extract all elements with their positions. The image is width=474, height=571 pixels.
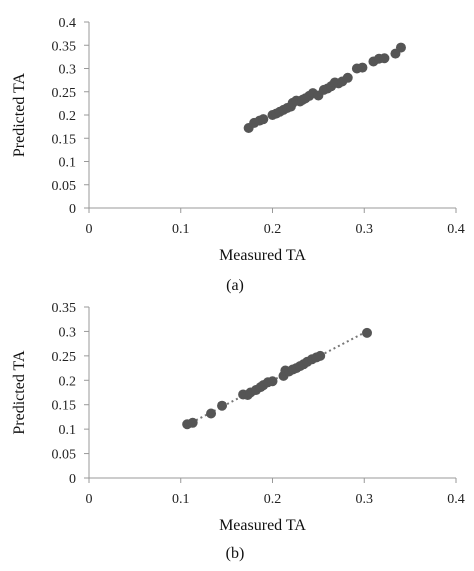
x-tick-label-b: 0.2: [264, 492, 282, 507]
y-tick-label-b: 0.2: [59, 374, 77, 389]
x-tick-label-a: 0.1: [172, 222, 190, 237]
x-axis-title-b: Measured TA: [219, 517, 306, 534]
y-tick-label-a: 0.1: [59, 156, 77, 171]
data-point-a: [342, 72, 353, 83]
data-point-b: [217, 400, 228, 411]
data-point-b: [362, 327, 373, 338]
panel-label-a: (a): [226, 277, 244, 294]
x-tick-label-b: 0.3: [356, 492, 374, 507]
x-tick-label-b: 0.4: [447, 492, 465, 507]
x-tick-label-a: 0: [86, 222, 93, 237]
x-tick-label-a: 0.2: [264, 222, 282, 237]
x-axis-title-a: Measured TA: [219, 247, 306, 264]
y-tick-label-b: 0.35: [52, 301, 77, 316]
y-tick-label-a: 0.15: [52, 132, 77, 147]
x-tick-label-a: 0.4: [447, 222, 465, 237]
y-tick-label-b: 0: [69, 472, 76, 487]
x-tick-label-b: 0.1: [172, 492, 190, 507]
data-point-a: [395, 42, 406, 53]
y-tick-label-b: 0.15: [52, 399, 77, 414]
x-tick-label-b: 0: [86, 492, 93, 507]
y-axis-title-a: Predicted TA: [11, 72, 28, 157]
trendline-b: [186, 330, 368, 426]
data-point-a: [357, 62, 368, 73]
data-point-b: [206, 408, 217, 419]
x-tick-label-a: 0.3: [356, 222, 374, 237]
y-tick-label-a: 0.25: [52, 86, 77, 101]
data-point-b: [315, 350, 326, 361]
y-tick-label-a: 0.4: [59, 16, 77, 31]
y-tick-label-a: 0.2: [59, 109, 77, 124]
y-tick-label-a: 0.3: [59, 63, 77, 78]
y-axis-title-b: Predicted TA: [11, 350, 28, 435]
y-tick-label-b: 0.25: [52, 350, 77, 365]
data-point-b: [187, 417, 198, 428]
y-tick-label-b: 0.05: [52, 448, 77, 463]
y-tick-label-a: 0: [69, 202, 76, 217]
data-point-a: [379, 53, 390, 64]
y-tick-label-b: 0.1: [59, 423, 77, 438]
y-tick-label-a: 0.35: [52, 39, 77, 54]
panel-label-b: (b): [226, 545, 245, 562]
y-tick-label-a: 0.05: [52, 179, 77, 194]
y-tick-label-b: 0.3: [59, 325, 77, 340]
data-point-a: [258, 114, 269, 125]
data-point-b: [267, 376, 278, 387]
